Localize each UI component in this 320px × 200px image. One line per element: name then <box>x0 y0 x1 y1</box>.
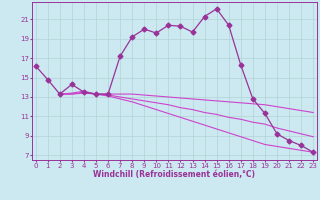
X-axis label: Windchill (Refroidissement éolien,°C): Windchill (Refroidissement éolien,°C) <box>93 170 255 179</box>
